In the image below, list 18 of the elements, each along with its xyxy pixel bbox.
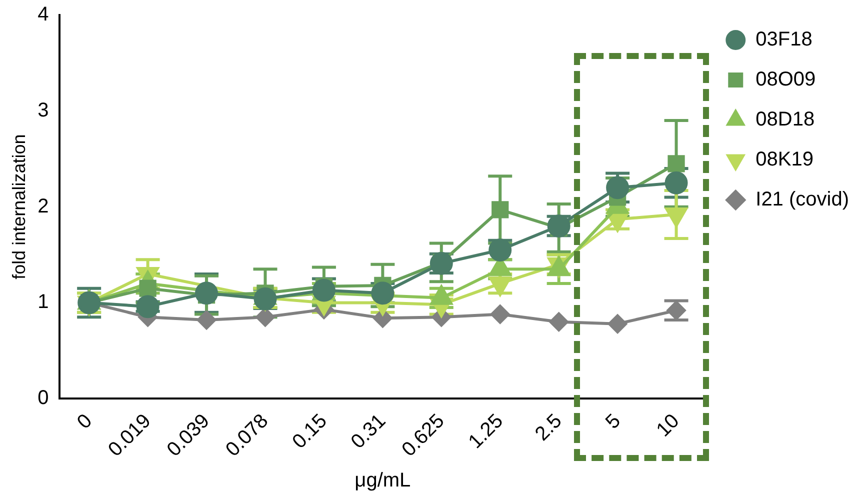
- y-tick-label: 0: [38, 387, 49, 410]
- y-tick-label: 4: [38, 4, 49, 26]
- x-tick-label: 2.5: [531, 410, 566, 446]
- x-tick-label: 0.31: [347, 410, 390, 454]
- y-tick-label: 3: [38, 99, 49, 122]
- x-tick-label: 10: [652, 410, 684, 442]
- legend-label: 03F18: [756, 28, 812, 51]
- legend-label: I21 (covid): [756, 188, 850, 211]
- legend-label: 08O09: [756, 68, 816, 91]
- y-tick-label: 2: [38, 195, 49, 218]
- y-axis-title: fold internalization: [8, 134, 29, 280]
- x-tick-label: 5: [602, 410, 625, 434]
- x-axis-title: μg/mL: [354, 470, 411, 492]
- x-tick-label: 0.15: [288, 410, 332, 454]
- y-tick-label: 1: [38, 291, 49, 314]
- legend-label: 08D18: [756, 108, 815, 131]
- legend-label: 08K19: [756, 148, 814, 171]
- x-tick-label: 0: [73, 410, 97, 434]
